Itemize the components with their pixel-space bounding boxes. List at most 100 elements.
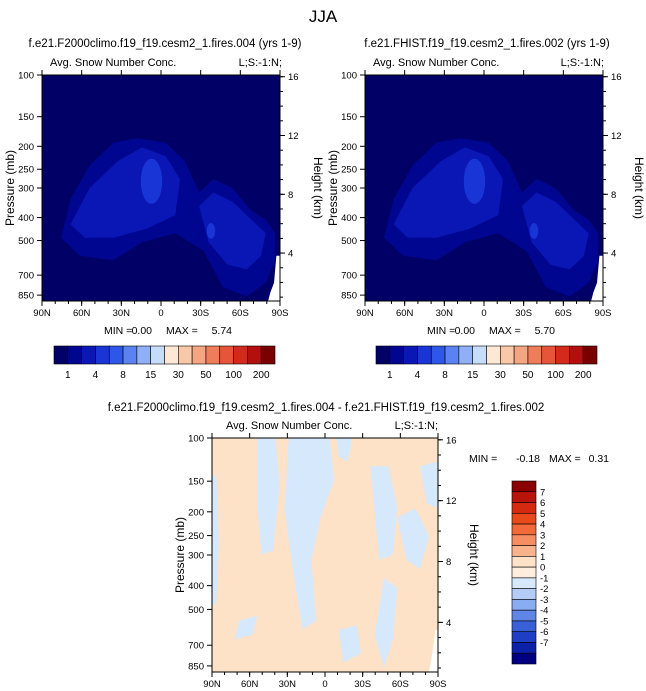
panel-2-ylabel: Pressure (mb)	[326, 150, 340, 226]
x-tick-label: 90N	[203, 679, 221, 690]
colorbar-swatch	[108, 345, 124, 365]
colorbar-label: 30	[495, 370, 507, 381]
y2-tick-label: 8	[446, 557, 451, 568]
panel-3: f.e21.F2000climo.f19_f19.cesm2_1.fires.0…	[108, 402, 609, 690]
panel-1-min-value: 0.00	[132, 325, 153, 337]
y-tick-label: 100	[18, 71, 34, 82]
colorbar-swatch	[403, 345, 418, 365]
colorbar-swatch	[444, 345, 460, 365]
colorbar-swatch	[150, 345, 165, 365]
panel-3-field-label: Avg. Snow Number Conc.	[226, 420, 352, 432]
panel-3-max-value: 0.31	[589, 453, 610, 465]
panel-1-corner-label: L;S:-1:N;	[239, 57, 282, 69]
contour-negative	[374, 578, 398, 668]
contour-negative	[234, 615, 258, 640]
x-tick-label: 30S	[192, 308, 209, 319]
diff-title: f.e21.F2000climo.f19_f19.cesm2_1.fires.0…	[108, 402, 545, 414]
y2-tick-label: 8	[288, 190, 293, 201]
y2-tick-label: 16	[611, 72, 622, 83]
colorbar-swatch	[511, 523, 537, 536]
panel-3-y2label: Height (km)	[467, 524, 481, 586]
x-tick-label: 90S	[430, 679, 447, 690]
panel-2-y2label: Height (km)	[632, 157, 646, 219]
panel-2-axes: 90N 60N 30N 0 30S 60S 90S 100 150 200 250 300 400 500…	[341, 70, 622, 319]
colorbar-swatch	[417, 345, 432, 365]
colorbar-swatch	[511, 545, 537, 557]
panel-1-case-title: f.e21.F2000climo.f19_f19.cesm2_1.fires.0…	[29, 38, 302, 50]
colorbar-swatch	[430, 345, 446, 365]
y-tick-label: 250	[18, 165, 34, 176]
panel-1-axes: 90N 60N 30N 0 30S 60S 90S 100 150 200 250 300 400 500…	[18, 70, 299, 319]
y2-tick-label: 4	[288, 249, 293, 260]
panel-3-corner-label: L;S:-1:N;	[395, 420, 438, 432]
panel-2-colorbar: 1 4 8 15 30 50 100 200	[375, 345, 598, 381]
colorbar-swatch	[136, 345, 151, 365]
colorbar-swatch	[511, 609, 537, 622]
colorbar-swatch	[511, 642, 537, 654]
panel-2-case-title: f.e21.FHIST.f19_f19.cesm2_1.fires.002 (y…	[364, 38, 610, 50]
figure-title: JJA	[309, 7, 338, 26]
y-tick-label: 100	[341, 71, 357, 82]
contour-level-2	[199, 192, 266, 270]
panel-3-contours	[212, 438, 438, 672]
colorbar-swatch	[511, 512, 537, 525]
colorbar-label: 15	[145, 370, 157, 381]
panel-2-max-label: MAX =	[489, 325, 521, 337]
colorbar-swatch	[81, 345, 96, 365]
contour-negative	[397, 508, 429, 569]
colorbar-swatch	[458, 345, 473, 365]
colorbar-label: -3	[540, 595, 548, 606]
colorbar-swatch	[511, 491, 537, 503]
colorbar-swatch	[513, 345, 529, 365]
y-tick-label: 150	[188, 477, 204, 488]
y-tick-label: 200	[341, 142, 357, 153]
x-tick-label: 0	[322, 679, 327, 690]
colorbar-label: 200	[575, 370, 592, 381]
y-tick-label: 300	[341, 184, 357, 195]
x-tick-label: 90N	[356, 308, 374, 319]
y2-tick-label: 4	[611, 249, 616, 260]
colorbar-swatch	[500, 345, 515, 365]
y-tick-label: 500	[188, 605, 204, 616]
y-tick-label: 300	[18, 184, 34, 195]
x-tick-label: 90N	[33, 308, 51, 319]
colorbar-swatch	[178, 345, 193, 365]
colorbar-swatch	[511, 534, 537, 546]
panel-2-min-value: 0.00	[455, 325, 476, 337]
panel-3-ylabel: Pressure (mb)	[173, 517, 187, 593]
y2-tick-label: 16	[288, 72, 299, 83]
panel-3-max-label: MAX =	[549, 453, 581, 465]
y-tick-label: 250	[188, 531, 204, 542]
colorbar-swatch	[53, 345, 69, 365]
colorbar-label: -2	[540, 584, 548, 595]
y2-tick-label: 4	[446, 618, 451, 629]
colorbar-label: 4	[415, 370, 421, 381]
colorbar-label: 1	[65, 370, 71, 381]
colorbar-swatch	[375, 345, 391, 365]
y-tick-label: 700	[188, 641, 204, 652]
x-tick-label: 30N	[113, 308, 131, 319]
panel-3-min-value: -0.18	[516, 453, 540, 465]
contour-level-2	[522, 192, 589, 270]
colorbar-swatch	[511, 577, 537, 589]
colorbar-label: 0	[540, 563, 545, 574]
contour-negative	[212, 475, 219, 607]
x-tick-label: 0	[158, 308, 163, 319]
colorbar-label: 8	[120, 370, 126, 381]
colorbar-swatch	[511, 502, 537, 514]
x-tick-label: 60S	[555, 308, 572, 319]
colorbar-swatch	[219, 345, 234, 365]
colorbar-label: 4	[540, 520, 545, 531]
y2-tick-label: 12	[288, 131, 299, 142]
y-tick-label: 850	[18, 291, 34, 302]
contour-level-3	[206, 223, 216, 239]
colorbar-swatch	[511, 599, 537, 611]
panel-1-max-value: 5.74	[212, 325, 233, 337]
colorbar-swatch	[541, 345, 556, 365]
colorbar-swatch	[122, 345, 138, 365]
colorbar-label: -4	[540, 606, 548, 617]
panel-2: f.e21.FHIST.f19_f19.cesm2_1.fires.002 (y…	[326, 38, 646, 381]
colorbar-swatch	[67, 345, 82, 365]
colorbar-label: -1	[540, 573, 548, 584]
